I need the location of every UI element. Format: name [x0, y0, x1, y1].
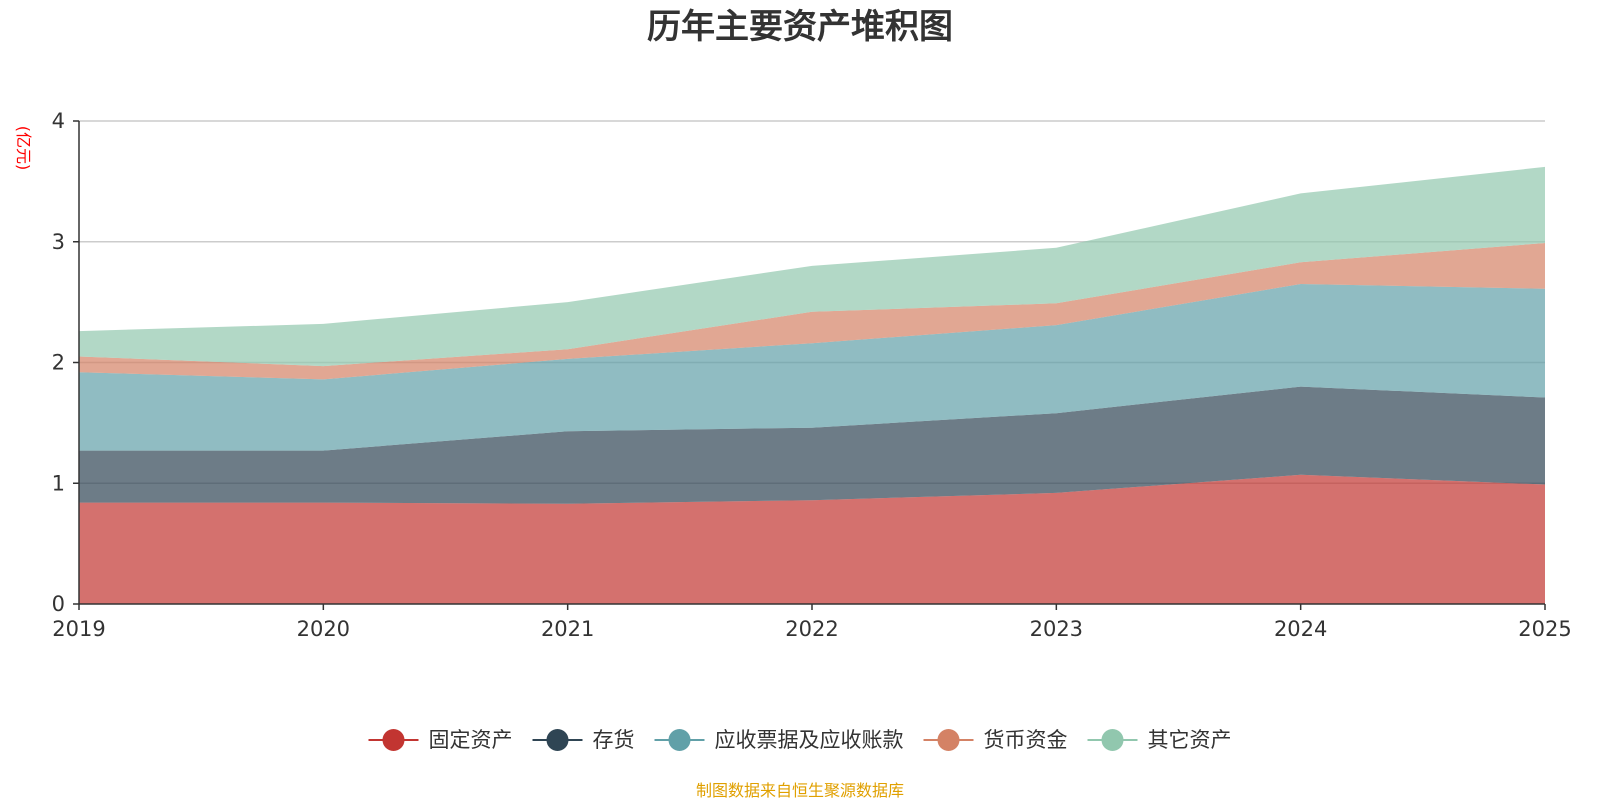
area-其它资产 [79, 166, 1545, 367]
stacked-areas [79, 166, 1545, 604]
legend-item: 其它资产 [1087, 728, 1232, 752]
legend-label: 货币资金 [984, 728, 1068, 752]
chart-title: 历年主要资产堆积图 [647, 7, 953, 47]
y-axis-unit-label: (亿元) [14, 126, 33, 171]
y-tick-label: 1 [52, 471, 65, 495]
legend-marker [546, 729, 569, 751]
y-tick-label: 3 [52, 230, 65, 254]
area-固定资产 [79, 474, 1545, 604]
legend: 固定资产 存货 应收票据及应收账款 货币资金 其它资产 [368, 728, 1232, 752]
legend-item: 货币资金 [923, 728, 1068, 752]
x-tick-label: 2021 [541, 617, 594, 641]
y-tick-label: 2 [52, 351, 65, 375]
legend-marker [1101, 729, 1124, 751]
legend-marker [668, 729, 691, 751]
legend-item: 存货 [532, 728, 635, 752]
area-货币资金 [79, 243, 1545, 380]
y-tick-label: 4 [52, 109, 65, 133]
x-tick-label: 2025 [1518, 617, 1571, 641]
area-存货 [79, 386, 1545, 504]
x-tick-label: 2023 [1030, 617, 1083, 641]
legend-label: 应收票据及应收账款 [715, 728, 904, 752]
x-tick-label: 2020 [297, 617, 350, 641]
y-tick-label: 0 [52, 592, 65, 616]
x-tick-label: 2022 [785, 617, 838, 641]
legend-label: 存货 [593, 728, 635, 752]
axes: 0 1 2 3 4 2019 2020 2021 2022 2023 2024 2025 [52, 109, 1572, 641]
legend-item: 固定资产 [368, 728, 513, 752]
x-tick-label: 2024 [1274, 617, 1327, 641]
x-tick-label: 2019 [52, 617, 105, 641]
legend-label: 固定资产 [429, 728, 513, 752]
legend-marker [937, 729, 960, 751]
legend-marker [382, 729, 405, 751]
source-note: 制图数据来自恒生聚源数据库 [696, 781, 904, 800]
area-应收票据及应收账款 [79, 284, 1545, 451]
legend-label: 其它资产 [1148, 728, 1232, 752]
legend-item: 应收票据及应收账款 [654, 728, 904, 752]
